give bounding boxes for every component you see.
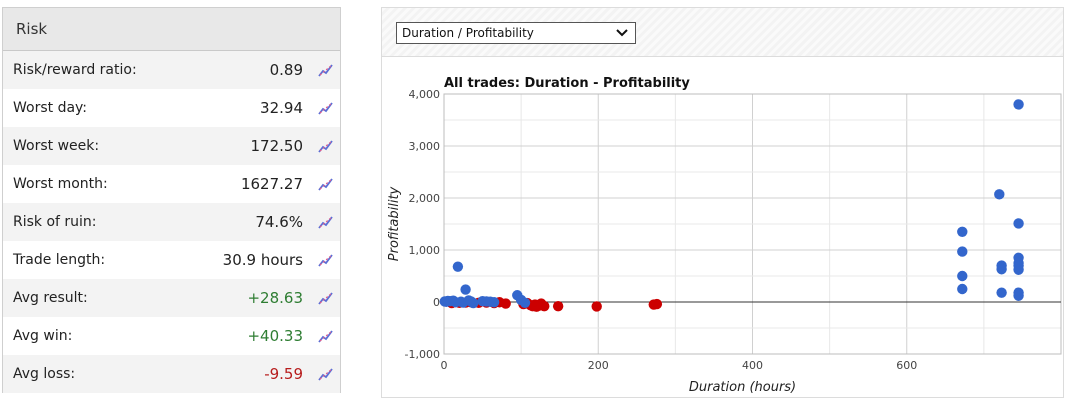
data-point	[500, 298, 511, 309]
chart-icon[interactable]	[317, 99, 335, 117]
risk-panel: Risk Risk/reward ratio: 0.89 Worst day: 32.…	[2, 7, 341, 393]
risk-row: Avg win: +40.33	[3, 317, 340, 355]
risk-row: Avg result: +28.63	[3, 279, 340, 317]
data-point	[488, 297, 500, 308]
risk-row-label: Avg win:	[13, 328, 73, 344]
risk-row-value: 30.9 hours	[222, 251, 303, 269]
y-tick-label: 1,000	[409, 244, 441, 257]
x-axis-label: Duration (hours)	[689, 380, 796, 395]
risk-row-label: Worst day:	[13, 100, 88, 116]
y-axis-label: Profitability	[387, 186, 402, 261]
risk-row-label: Trade length:	[13, 252, 106, 268]
chart-type-select-value: Duration / Profitability	[402, 26, 534, 40]
risk-row-value: +28.63	[247, 289, 303, 307]
chart-icon[interactable]	[317, 327, 335, 345]
chart-icon[interactable]	[317, 175, 335, 193]
x-tick-label: 400	[742, 359, 763, 372]
risk-row-value: 74.6%	[255, 213, 303, 231]
risk-row-label: Worst month:	[13, 176, 108, 192]
plot-area-border	[443, 93, 1062, 355]
data-point	[552, 300, 564, 312]
risk-row-value: 172.50	[250, 137, 304, 155]
y-tick-label: 2,000	[409, 192, 441, 205]
risk-row: Risk of ruin: 74.6%	[3, 203, 340, 241]
data-point	[460, 284, 471, 295]
x-tick-label: 600	[896, 359, 917, 372]
risk-row-label: Avg loss:	[13, 366, 76, 382]
risk-list: Risk/reward ratio: 0.89 Worst day: 32.94 Wor…	[3, 51, 340, 393]
chart-icon[interactable]	[317, 137, 335, 155]
chevron-down-icon	[616, 29, 628, 37]
data-point	[651, 298, 663, 310]
risk-row: Risk/reward ratio: 0.89	[3, 51, 340, 89]
data-point	[957, 270, 968, 282]
data-point	[1013, 290, 1024, 301]
y-tick-label: 0	[433, 296, 440, 309]
risk-row: Worst day: 32.94	[3, 89, 340, 127]
data-point	[957, 246, 968, 257]
data-point	[591, 301, 602, 312]
chart-panel: Duration / Profitability -1,000 0 1,000 2,0…	[381, 7, 1064, 398]
risk-row-value: 1627.27	[240, 175, 303, 193]
risk-row-value: 32.94	[260, 99, 303, 117]
chart-type-select[interactable]: Duration / Profitability	[396, 22, 636, 44]
data-point	[1013, 218, 1024, 229]
risk-row-value: -9.59	[264, 365, 303, 383]
data-point	[994, 189, 1005, 200]
data-point	[452, 261, 464, 272]
chart-icon[interactable]	[317, 365, 335, 383]
data-point	[539, 300, 550, 312]
chart-icon[interactable]	[317, 251, 335, 269]
risk-row-label: Worst week:	[13, 138, 100, 154]
data-point	[996, 287, 1007, 298]
data-point	[1013, 264, 1024, 275]
risk-row: Worst month: 1627.27	[3, 165, 340, 203]
y-tick-label: -1,000	[405, 348, 440, 361]
risk-row-value: 0.89	[269, 61, 303, 79]
y-tick-label: 4,000	[409, 88, 441, 101]
chart-icon[interactable]	[317, 289, 335, 307]
data-point	[957, 283, 968, 295]
chart-title: All trades: Duration - Profitability	[444, 76, 690, 91]
x-tick-label: 200	[588, 359, 609, 372]
risk-row: Trade length: 30.9 hours	[3, 241, 340, 279]
risk-row-value: +40.33	[247, 327, 303, 345]
chart-icon[interactable]	[317, 61, 335, 79]
x-tick-label: 0	[441, 359, 448, 372]
risk-row-label: Avg result:	[13, 290, 88, 306]
data-point	[519, 297, 531, 308]
y-tick-label: 3,000	[409, 140, 441, 153]
risk-row-label: Risk of ruin:	[13, 214, 97, 230]
data-point	[468, 297, 479, 309]
risk-panel-title: Risk	[3, 8, 340, 51]
data-point	[1013, 99, 1024, 110]
risk-row: Worst week: 172.50	[3, 127, 340, 165]
data-point	[996, 264, 1007, 275]
risk-row: Avg loss: -9.59	[3, 355, 340, 393]
chart-toolbar: Duration / Profitability	[382, 8, 1063, 57]
data-point	[957, 226, 968, 237]
risk-row-label: Risk/reward ratio:	[13, 62, 137, 78]
chart-icon[interactable]	[317, 213, 335, 231]
